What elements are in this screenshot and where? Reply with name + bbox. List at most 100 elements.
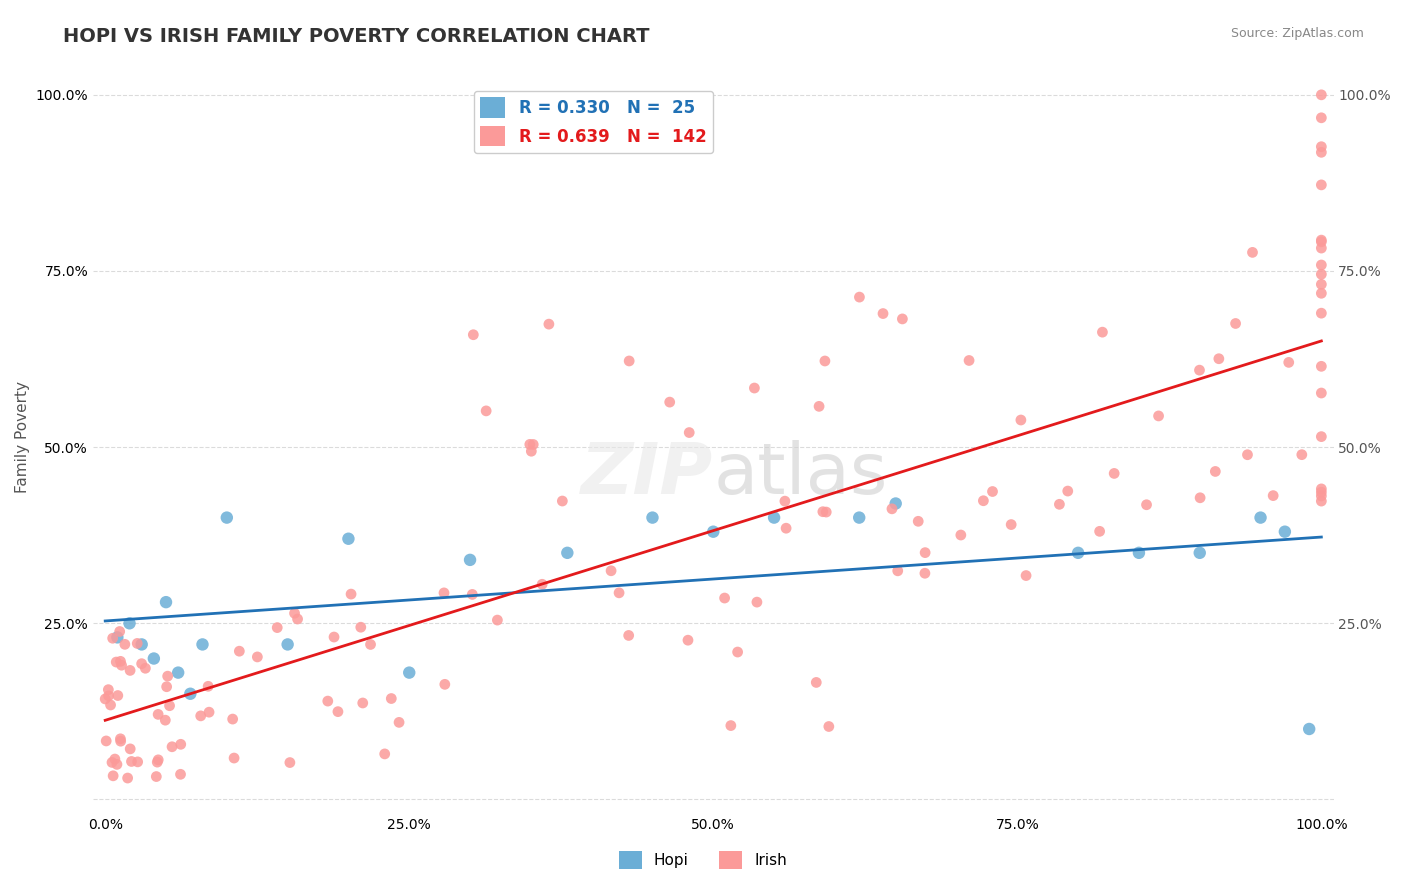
Point <box>907 514 929 528</box>
Point <box>1188 546 1211 560</box>
Point <box>110 734 132 748</box>
Point <box>105 757 128 772</box>
Point <box>880 501 903 516</box>
Point <box>1225 317 1247 331</box>
Point <box>458 553 481 567</box>
Point <box>1310 494 1333 508</box>
Point <box>1091 325 1114 339</box>
Point <box>678 425 700 440</box>
Point <box>1102 467 1125 481</box>
Point <box>887 564 910 578</box>
Point <box>744 381 766 395</box>
Point <box>520 444 543 458</box>
Point <box>105 655 128 669</box>
Point <box>131 637 153 651</box>
Point <box>763 510 786 524</box>
Point <box>914 566 936 581</box>
Point <box>727 645 749 659</box>
Point <box>101 756 124 770</box>
Point <box>1310 145 1333 160</box>
Point <box>537 317 560 331</box>
Point <box>1310 178 1333 192</box>
Point <box>817 719 839 733</box>
Point <box>1015 568 1038 582</box>
Point <box>1310 277 1333 292</box>
Point <box>617 354 640 368</box>
Point <box>600 564 623 578</box>
Point <box>277 637 299 651</box>
Point <box>96 734 118 748</box>
Point <box>433 677 456 691</box>
Point <box>350 620 373 634</box>
Point <box>531 577 554 591</box>
Point <box>1310 429 1333 443</box>
Point <box>101 632 124 646</box>
Point <box>1263 489 1285 503</box>
Point <box>105 631 128 645</box>
Point <box>360 637 382 651</box>
Point <box>486 613 509 627</box>
Point <box>1088 524 1111 539</box>
Point <box>1135 498 1157 512</box>
Point <box>1128 546 1150 560</box>
Legend: Hopi, Irish: Hopi, Irish <box>613 845 793 875</box>
Point <box>337 532 360 546</box>
Point <box>287 612 309 626</box>
Point <box>676 633 699 648</box>
Point <box>127 636 149 650</box>
Point <box>1310 286 1333 301</box>
Point <box>170 737 193 751</box>
Point <box>146 707 169 722</box>
Point <box>1310 489 1333 503</box>
Point <box>118 616 141 631</box>
Point <box>1310 482 1333 496</box>
Point <box>283 606 305 620</box>
Point <box>1310 87 1333 102</box>
Point <box>101 769 124 783</box>
Point <box>891 312 914 326</box>
Point <box>815 505 838 519</box>
Point <box>519 437 541 451</box>
Point <box>110 654 132 668</box>
Point <box>1291 448 1313 462</box>
Point <box>1236 448 1258 462</box>
Point <box>1000 517 1022 532</box>
Point <box>914 546 936 560</box>
Point <box>215 510 238 524</box>
Point <box>156 680 179 694</box>
Point <box>1310 359 1333 374</box>
Point <box>169 767 191 781</box>
Point <box>1298 722 1320 736</box>
Point <box>972 493 994 508</box>
Point <box>1010 413 1032 427</box>
Text: Source: ZipAtlas.com: Source: ZipAtlas.com <box>1230 27 1364 40</box>
Point <box>1310 233 1333 247</box>
Point <box>146 755 169 769</box>
Point <box>814 354 837 368</box>
Point <box>1310 235 1333 249</box>
Point <box>872 307 894 321</box>
Point <box>1278 355 1301 369</box>
Point <box>190 709 212 723</box>
Point <box>1274 524 1296 539</box>
Point <box>117 771 139 785</box>
Point <box>551 494 574 508</box>
Point <box>745 595 768 609</box>
Point <box>641 510 664 524</box>
Point <box>131 657 153 671</box>
Point <box>104 752 127 766</box>
Point <box>167 665 190 680</box>
Point <box>1250 510 1272 524</box>
Point <box>1310 258 1333 272</box>
Point <box>475 404 498 418</box>
Point <box>198 705 221 719</box>
Point <box>121 755 143 769</box>
Point <box>713 591 735 605</box>
Point <box>278 756 301 770</box>
Point <box>159 698 181 713</box>
Point <box>110 731 132 746</box>
Point <box>197 679 219 693</box>
Point <box>148 753 170 767</box>
Point <box>97 689 120 703</box>
Point <box>388 715 411 730</box>
